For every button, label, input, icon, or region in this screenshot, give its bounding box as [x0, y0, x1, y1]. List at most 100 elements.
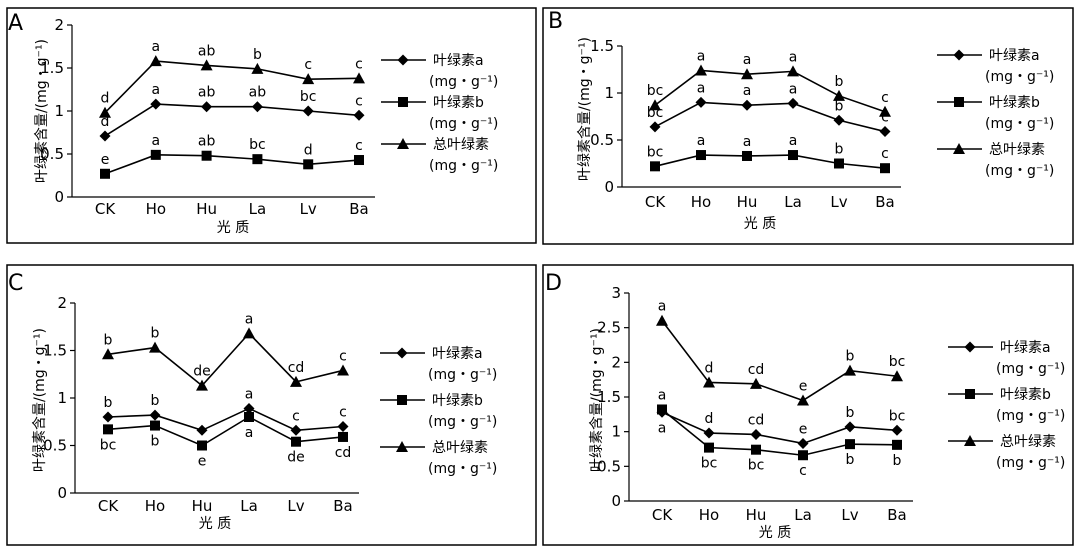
panel-d-series-diamond-point	[797, 437, 809, 449]
panel-a-series-diamond-point	[251, 101, 263, 113]
panel-c-significance-label: c	[339, 405, 347, 421]
panel-d-series-square-line	[661, 408, 898, 457]
panel-a-series-triangle-point	[302, 73, 315, 85]
panel-d-y-tick-label: 0	[611, 492, 621, 510]
panel-b-significance-label: bc	[647, 83, 664, 99]
panel-b-legend-square-marker	[954, 97, 964, 107]
panel-b-significance-label: a	[697, 133, 706, 149]
panel-a-y-axis-title: 叶绿素含量/(mg・g⁻¹)	[34, 39, 50, 183]
panel-c-series-square-point	[150, 420, 160, 431]
panel-a-legend-triangle-name: 总叶绿素	[433, 137, 489, 153]
panel-d-y-tick-label: 0.5	[597, 457, 621, 475]
panel-c-y-tick-label: 2	[57, 294, 67, 312]
panel-c-series-square-point	[197, 440, 207, 451]
panel-a-x-tick-label: CK	[95, 200, 116, 218]
panel-a-legend-square-unit: (mg・g⁻¹)	[429, 116, 498, 132]
panel-b-significance-label: c	[881, 146, 889, 162]
panel-d-series-diamond-line	[661, 411, 898, 445]
panel-a-series-triangle-point	[353, 72, 365, 84]
panel-b-series-diamond-point	[741, 99, 753, 111]
panel-a-significance-label: ab	[249, 85, 267, 101]
panel-c-significance-label: cd	[288, 360, 305, 376]
panel-c-legend-diamond-name: 叶绿素a	[432, 346, 483, 362]
panel-c-y-tick-label: 0	[57, 484, 67, 502]
panel-d-y-axis-title: 叶绿素含量/(mg・g⁻¹)	[589, 328, 605, 472]
panel-c-letter: C	[8, 271, 23, 296]
panel-c-significance-label: b	[151, 326, 160, 342]
panel-c-legend-diamond-unit: (mg・g⁻¹)	[428, 367, 497, 383]
panel-b-significance-label: c	[881, 90, 889, 106]
panel-a-x-axis-title: 光 质	[217, 220, 249, 236]
panel-d-series-square-point	[845, 439, 855, 450]
panel-d-series-square-point	[751, 444, 761, 455]
panel-b-significance-label: a	[743, 134, 752, 150]
panel-b-legend-diamond-marker	[953, 49, 965, 61]
panel-c-series-square-line	[107, 416, 344, 447]
panel-a-legend-triangle-marker	[397, 138, 409, 149]
panel-a-series-square-line	[104, 154, 360, 175]
panel-d-significance-label: d	[705, 360, 714, 376]
panel-b-series-triangle-point	[833, 89, 845, 101]
panel-c-legend-diamond-marker	[396, 347, 408, 359]
panel-a-series-diamond-point	[302, 105, 314, 117]
panel-d-significance-label: b	[846, 349, 855, 365]
panel-a-series-square-point	[100, 168, 110, 179]
panel-c-series-square-point	[338, 431, 348, 442]
panel-b-x-axis-title: 光 质	[744, 216, 776, 232]
panel-d-y-tick-label: 1.5	[597, 388, 621, 406]
panel-c-x-tick-label: Ba	[333, 497, 352, 515]
panel-d-series-triangle-point	[703, 376, 715, 388]
panel-a-significance-label: c	[355, 138, 363, 154]
panel-d-significance-label: b	[846, 452, 855, 468]
panel-b-series-diamond-point	[695, 96, 707, 108]
panel-c-series-square-point	[103, 424, 113, 435]
panel-c-significance-label: c	[292, 408, 300, 424]
panel-a-series-square-point	[252, 154, 263, 165]
panel-b-series-triangle-line	[654, 69, 886, 113]
panel-c-legend-triangle-marker	[396, 441, 408, 452]
panel-c-series-diamond-point	[196, 424, 208, 436]
panel-a-series-triangle-line	[104, 60, 360, 114]
panel-a-y-tick-label: 0	[54, 188, 64, 206]
panel-b-legend-square-unit: (mg・g⁻¹)	[985, 116, 1054, 132]
panel-c-series-diamond-point	[149, 409, 161, 421]
panel-d-series-triangle-point	[750, 377, 762, 389]
panel-b-series-diamond-point	[787, 97, 799, 109]
panel-b-series-square-point	[742, 150, 752, 161]
panel-a-legend-diamond-marker	[397, 54, 409, 66]
panel-a-series-square-point	[201, 150, 212, 161]
panel-a-x-tick-label: La	[249, 200, 267, 218]
panel-d-legend-triangle-marker	[964, 435, 976, 446]
panel-c-significance-label: b	[104, 395, 113, 411]
panel-b-series-diamond-point	[879, 126, 891, 138]
panel-b-letter: B	[548, 9, 563, 34]
panel-d-legend-square-unit: (mg・g⁻¹)	[996, 408, 1065, 424]
panel-c-legend-square-unit: (mg・g⁻¹)	[428, 414, 497, 430]
panel-d-significance-label: e	[799, 378, 808, 394]
panel-b-series-triangle-point	[741, 68, 753, 80]
panel-a-y-tick-label: 0.5	[40, 145, 64, 163]
panel-b-significance-label: a	[743, 83, 752, 99]
panel-b-x-tick-label: Lv	[830, 193, 847, 211]
panel-d-letter: D	[545, 271, 562, 296]
panel-b-x-tick-label: Ba	[875, 193, 894, 211]
panel-d-significance-label: e	[799, 421, 808, 437]
panel-c-x-tick-label: La	[240, 497, 258, 515]
panel-b-series-square-line	[654, 154, 886, 169]
panel-d-y-tick-label: 2	[611, 353, 621, 371]
panel-b-series-square-point	[696, 150, 706, 161]
panel-c-series-triangle-point	[149, 341, 161, 353]
panel-b-x-tick-label: Hu	[737, 193, 758, 211]
panel-b-legend-diamond-name: 叶绿素a	[989, 48, 1040, 64]
panel-d-series-diamond-point	[844, 421, 856, 433]
panel-c-series-triangle-point	[337, 364, 349, 376]
panel-c-series-triangle-point	[102, 348, 114, 360]
panel-b-legend-triangle-marker	[953, 143, 965, 154]
panel-d-legend-diamond-name: 叶绿素a	[1000, 340, 1051, 356]
panel-a-significance-label: bc	[249, 137, 266, 153]
panel-b-series-triangle-point	[787, 65, 799, 77]
panel-b-significance-label: a	[789, 133, 798, 149]
panel-b-legend-square-name: 叶绿素b	[989, 95, 1040, 111]
